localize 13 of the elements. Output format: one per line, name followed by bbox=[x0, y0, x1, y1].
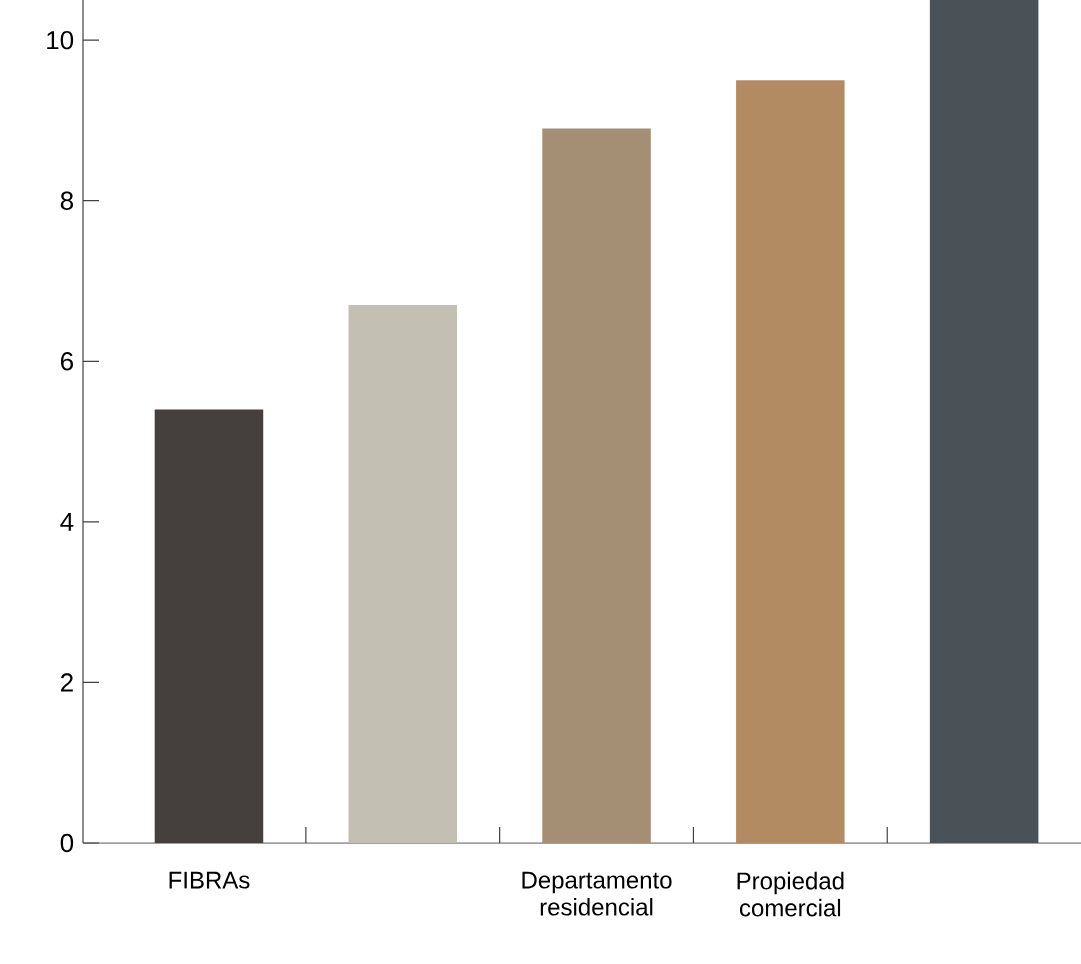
y-tick-label: 10 bbox=[47, 30, 74, 50]
y-tick-label: 0 bbox=[60, 833, 74, 853]
y-tick-label: 8 bbox=[60, 191, 74, 210]
bar bbox=[736, 80, 845, 843]
y-tick-label: 2 bbox=[60, 673, 73, 692]
bar bbox=[542, 128, 651, 843]
y-tick-label: 4 bbox=[60, 512, 74, 531]
bar bbox=[929, 0, 1039, 843]
bar bbox=[348, 305, 458, 843]
x-tick-label: Propiedad comercial bbox=[737, 871, 844, 917]
y-tick-label: 6 bbox=[60, 352, 73, 371]
x-tick-label: FIBRAs bbox=[169, 871, 250, 889]
x-tick-label: Departamento residencial bbox=[522, 871, 672, 916]
